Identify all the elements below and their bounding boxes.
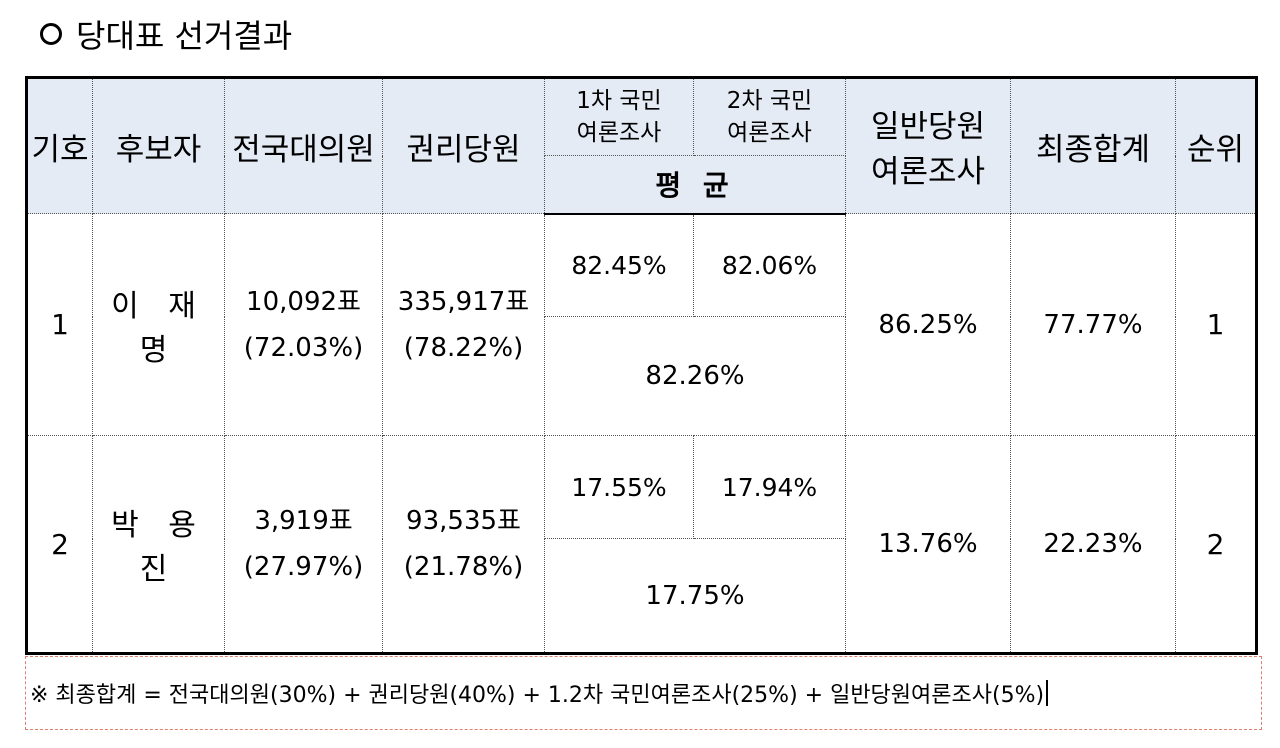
text-cursor [1046,680,1049,706]
survey-average: 82.26% [544,316,846,436]
survey1-value: 82.45% [544,213,694,317]
survey2-value: 82.06% [693,213,846,317]
header-delegates: 전국대의원 [224,77,383,214]
total-value: 22.23% [1010,435,1176,654]
general-value: 13.76% [845,435,1011,654]
members-votes: 335,917표 [397,286,530,317]
election-results-table: 기호 후보자 전국대의원 권리당원 1차 국민 여론조사 2차 국민 여론조사 … [25,76,1258,655]
members-votes: 93,535표 [406,506,521,536]
delegates-votes: 3,919표 [254,506,353,536]
header-candidate: 후보자 [92,77,225,214]
header-total: 최종합계 [1010,77,1176,214]
table-row: 1 이 재 명 10,092표 (72.03%) 335,917표 (78.22… [26,213,1257,436]
header-survey2-line1: 2차 국민 [726,88,813,114]
table-row-sub: 17.75% [27,538,1257,654]
table-row: 2 박 용 진 3,919표 (27.97%) 93,535표 (21.78%)… [26,435,1257,654]
total-value: 77.77% [1010,213,1176,436]
delegates-cell: 10,092표 (72.03%) [224,213,383,436]
header-row-bottom: 평 균 [27,155,1257,215]
header-survey1: 1차 국민 여론조사 [544,77,694,156]
page-title: 당대표 선거결과 [40,8,292,60]
survey1-value: 17.55% [544,435,694,539]
header-survey1-line2: 여론조사 [576,120,662,146]
header-number: 기호 [26,77,93,214]
page-title-text: 당대표 선거결과 [76,17,293,55]
header-survey1-line1: 1차 국민 [576,88,662,114]
header-members: 권리당원 [382,77,545,214]
delegates-votes: 10,092표 [246,286,361,317]
members-pct: (21.78%) [403,552,524,582]
header-general: 일반당원 여론조사 [845,77,1011,214]
delegates-cell: 3,919표 (27.97%) [224,435,383,654]
header-row-top: 기호 후보자 전국대의원 권리당원 1차 국민 여론조사 2차 국민 여론조사 … [26,77,1257,214]
header-general-line2: 여론조사 [870,154,986,190]
survey2-value: 17.94% [693,435,846,539]
header-rank: 순위 [1175,77,1257,214]
formula-note[interactable]: ※ 최종합계 = 전국대의원(30%) + 권리당원(40%) + 1.2차 국… [25,656,1262,730]
members-cell: 93,535표 (21.78%) [382,435,545,654]
formula-note-text: ※ 최종합계 = 전국대의원(30%) + 권리당원(40%) + 1.2차 국… [30,683,1045,708]
candidate-name: 이 재 명 [92,213,225,436]
rank-value: 1 [1175,213,1257,436]
survey-average: 17.75% [544,538,846,654]
members-pct: (78.22%) [403,332,524,363]
header-average: 평 균 [544,155,846,215]
header-survey2: 2차 국민 여론조사 [693,77,846,156]
general-value: 86.25% [845,213,1011,436]
header-general-line1: 일반당원 [870,109,986,145]
candidate-number: 2 [26,435,93,654]
candidate-name: 박 용 진 [92,435,225,654]
candidate-number: 1 [26,213,93,436]
rank-value: 2 [1175,435,1257,654]
delegates-pct: (72.03%) [243,332,364,363]
header-survey2-line2: 여론조사 [727,120,812,146]
circle-bullet-icon [40,23,62,45]
members-cell: 335,917표 (78.22%) [382,213,545,436]
delegates-pct: (27.97%) [243,552,364,582]
